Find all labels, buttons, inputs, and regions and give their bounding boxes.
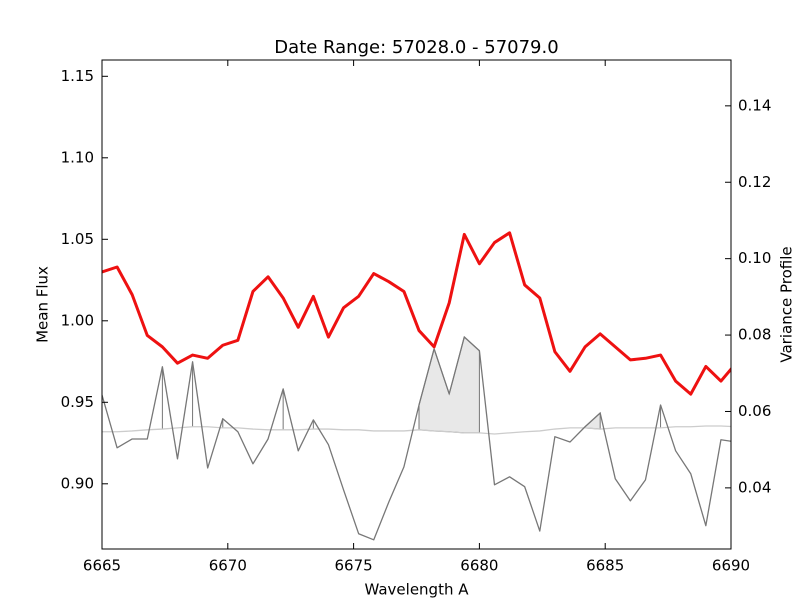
y-tick-label: 0.90	[61, 474, 94, 492]
series-line	[102, 425, 731, 435]
plot-area	[102, 231, 731, 541]
y2-tick-label: 0.14	[738, 96, 771, 114]
y2-axis-label: Variance Profile	[778, 246, 796, 362]
y-tick-label: 1.15	[61, 67, 94, 85]
x-axis-label: Wavelength A	[364, 581, 469, 599]
y2-tick-label: 0.08	[738, 326, 771, 344]
y2-tick-label: 0.06	[738, 402, 771, 420]
x-tick-label: 6685	[586, 557, 624, 575]
x-tick-label: 6690	[712, 557, 750, 575]
y2-tick-label: 0.04	[738, 478, 771, 496]
x-tick-label: 6680	[460, 557, 498, 575]
y2-tick-label: 0.10	[738, 249, 771, 267]
y-axis-label: Mean Flux	[34, 266, 52, 343]
series-line	[102, 336, 731, 541]
fill-area	[418, 336, 480, 434]
x-tick-label: 6665	[83, 557, 121, 575]
y-tick-label: 0.95	[61, 393, 94, 411]
y-tick-label: 1.05	[61, 230, 94, 248]
y-tick-label: 1.10	[61, 148, 94, 166]
plot-frame	[101, 59, 732, 550]
series-line	[102, 231, 731, 396]
x-tick-label: 6675	[335, 557, 373, 575]
chart-title: Date Range: 57028.0 - 57079.0	[274, 37, 558, 58]
x-tick-label: 6670	[209, 557, 247, 575]
y2-tick-label: 0.12	[738, 173, 771, 191]
y-tick-label: 1.00	[61, 311, 94, 329]
